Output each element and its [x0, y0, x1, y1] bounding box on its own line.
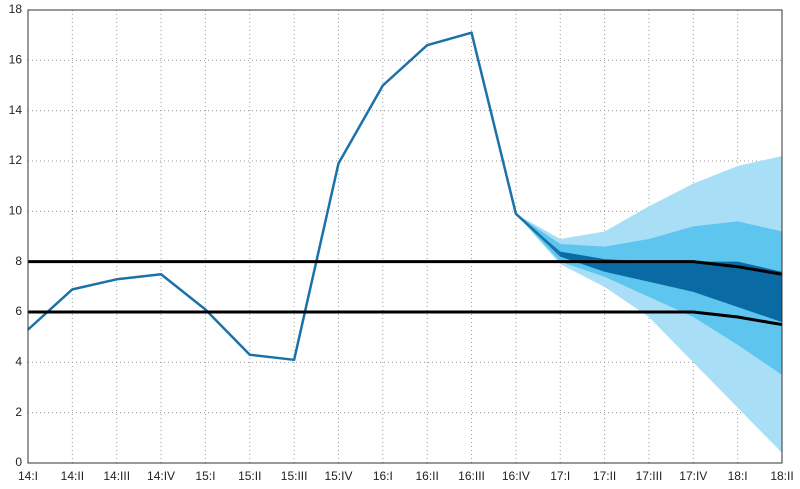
- y-tick-label: 4: [15, 355, 22, 369]
- series-line: [28, 310, 783, 327]
- y-tick-label: 12: [9, 153, 23, 167]
- y-tick-label: 16: [9, 53, 23, 67]
- series-line: [27, 31, 562, 362]
- y-tick-label: 18: [9, 2, 23, 16]
- x-tick-label: 16:I: [373, 469, 393, 483]
- x-tick-label: 16:II: [415, 469, 438, 483]
- y-tick-label: 6: [15, 304, 22, 318]
- x-tick-label: 14:I: [18, 469, 38, 483]
- x-tick-label: 15:II: [238, 469, 261, 483]
- y-tick-label: 2: [15, 405, 22, 419]
- x-tick-label: 17:I: [550, 469, 570, 483]
- x-tick-label: 17:IV: [679, 469, 707, 483]
- x-tick-label: 17:III: [636, 469, 663, 483]
- x-tick-label: 15:I: [195, 469, 215, 483]
- y-tick-label: 8: [15, 254, 22, 268]
- x-tick-label: 14:III: [103, 469, 130, 483]
- x-tick-label: 18:II: [770, 469, 793, 483]
- x-tick-label: 17:II: [593, 469, 616, 483]
- fan-band: [515, 213, 782, 375]
- y-tick-label: 0: [15, 455, 22, 469]
- fan-band: [515, 213, 782, 323]
- x-tick-label: 15:IV: [324, 469, 352, 483]
- y-tick-label: 10: [9, 204, 23, 218]
- series-line: [28, 260, 783, 276]
- y-tick-label: 14: [9, 103, 23, 117]
- x-tick-label: 14:IV: [147, 469, 175, 483]
- x-tick-label: 16:IV: [502, 469, 530, 483]
- plot-frame: [27, 9, 783, 464]
- x-tick-label: 14:II: [61, 469, 84, 483]
- x-tick-label: 15:III: [281, 469, 308, 483]
- x-tick-label: 18:I: [728, 469, 748, 483]
- x-tick-label: 16:III: [458, 469, 485, 483]
